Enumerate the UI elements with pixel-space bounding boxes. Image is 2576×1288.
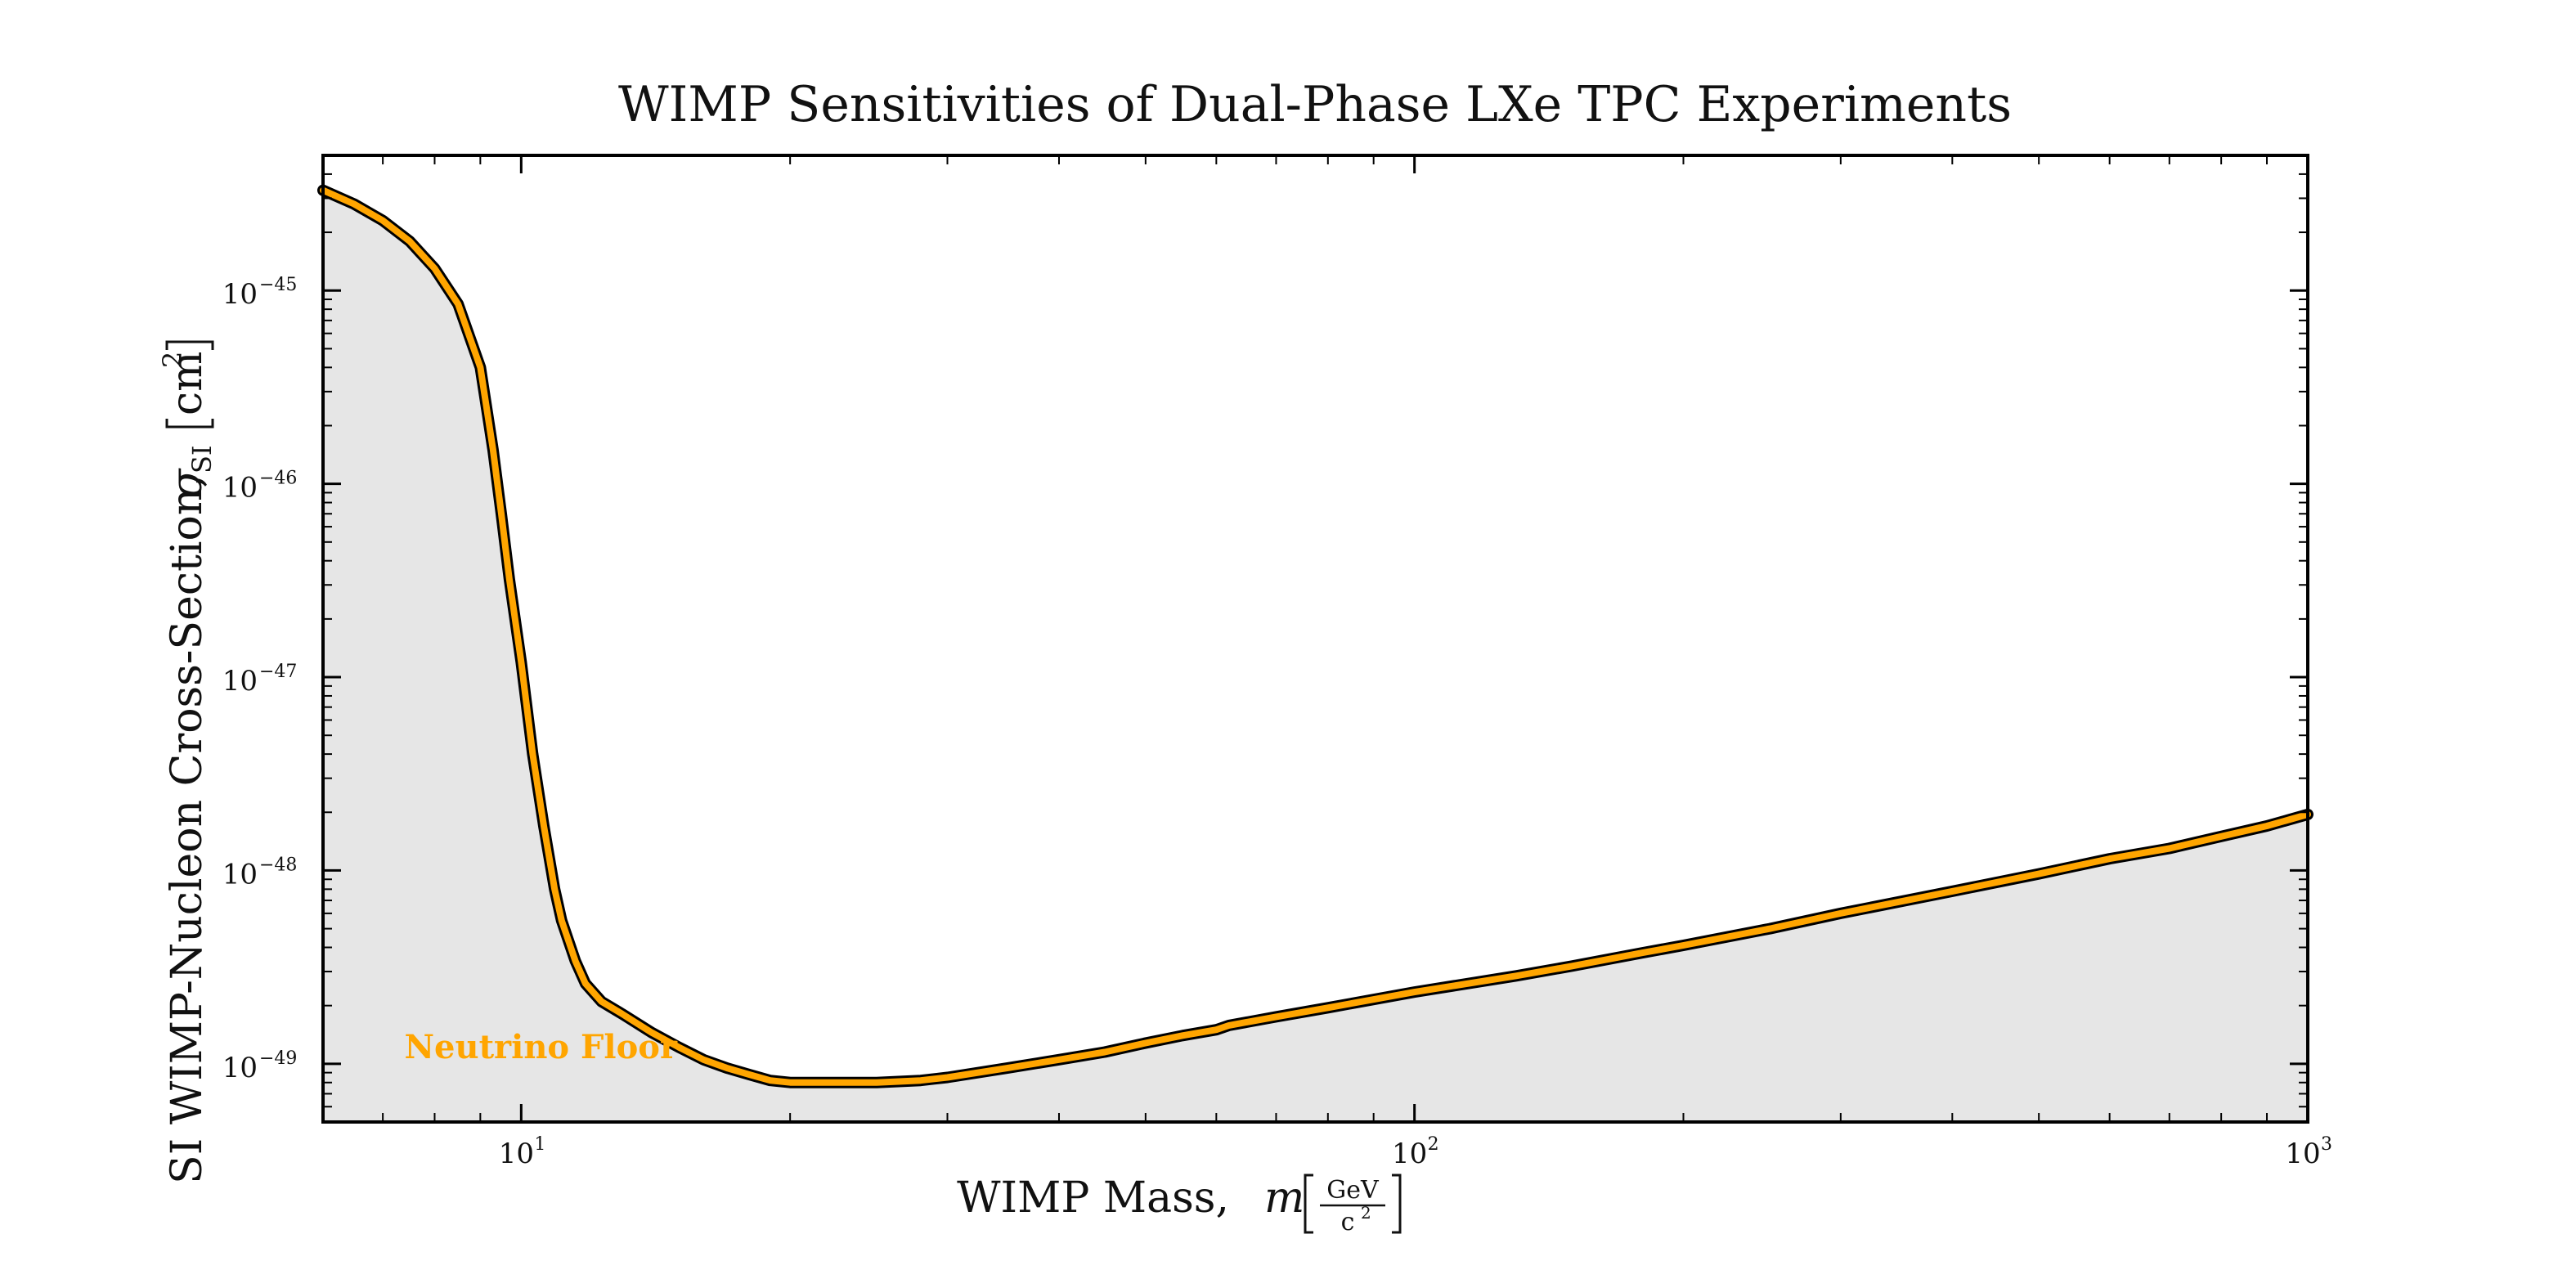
x-tick-label-exponent: 3 [2321,1134,2332,1155]
x-tick-label: 10 [2285,1138,2320,1170]
x-tick-label: 10 [499,1138,534,1170]
y-axis-label-unit: cm [163,352,212,415]
y-tick-label-exponent: −46 [259,469,297,489]
series-layer [317,184,2313,1088]
y-tick-label: 10 [222,472,258,505]
x-axis-label-unit-num: GeV [1326,1176,1380,1205]
x-axis-label-right-bracket [1392,1174,1402,1234]
plot-frame [321,154,2309,1124]
y-axis-label-var: σ [163,468,212,498]
fill-layer [323,190,2308,1123]
x-tick-label-exponent: 1 [534,1134,545,1155]
series-fill-area [323,190,2308,1123]
y-tick-label: 10 [222,858,258,891]
chart-title: WIMP Sensitivities of Dual-Phase LXe TPC… [618,76,2012,133]
y-axis-label-text: SI WIMP-Nucleon Cross-Section, [163,474,212,1184]
y-tick-label: 10 [222,278,258,311]
x-axis-label-var: m [1264,1174,1304,1223]
y-tick-label-exponent: −47 [259,662,297,682]
y-tick-label-exponent: −48 [259,855,297,875]
neutrino-floor-annotation: Neutrino Floor [404,1028,677,1066]
x-tick-label: 10 [1392,1138,1427,1170]
y-tick-label: 10 [222,1052,258,1084]
series-line [320,186,2311,1086]
x-axis-label-unit-den-exp: 2 [1361,1203,1371,1223]
y-axis-label-right-bracket [165,340,214,350]
x-axis-label-text: WIMP Mass, [957,1174,1229,1223]
y-axis-label-left-bracket [165,419,214,429]
x-axis-label: WIMP Mass, m GeV c 2 [957,1174,1402,1236]
x-tick-label-exponent: 2 [1428,1134,1439,1155]
y-tick-label-exponent: −45 [259,275,297,295]
x-axis-label-left-bracket [1304,1174,1313,1234]
y-axis-label-sub: SI [186,445,218,473]
y-tick-label-exponent: −49 [259,1048,297,1069]
y-axis-label-unit-exp: 2 [157,352,188,368]
x-axis-label-unit-den: c [1341,1208,1355,1236]
y-tick-label: 10 [222,665,258,698]
y-axis-label: SI WIMP-Nucleon Cross-Section, σ SI cm 2 [157,340,218,1184]
